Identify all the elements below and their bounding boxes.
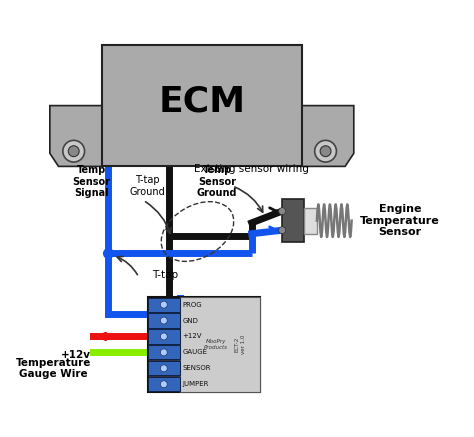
Text: Temp
Sensor
Ground: Temp Sensor Ground bbox=[197, 165, 237, 198]
Bar bbox=[147, 297, 260, 392]
Circle shape bbox=[63, 140, 84, 162]
Circle shape bbox=[160, 365, 167, 372]
Text: GAUGE: GAUGE bbox=[182, 350, 207, 355]
Text: Existing sensor wiring: Existing sensor wiring bbox=[194, 163, 309, 173]
Circle shape bbox=[315, 140, 337, 162]
Bar bbox=[147, 329, 180, 343]
Circle shape bbox=[320, 146, 331, 156]
Bar bbox=[147, 345, 180, 360]
Circle shape bbox=[279, 227, 286, 234]
Bar bbox=[147, 313, 180, 328]
Polygon shape bbox=[50, 106, 102, 166]
Circle shape bbox=[160, 381, 167, 388]
Bar bbox=[304, 208, 317, 234]
Text: +12V: +12V bbox=[182, 333, 202, 340]
Circle shape bbox=[160, 317, 167, 324]
Text: GND: GND bbox=[182, 318, 198, 323]
Bar bbox=[282, 199, 304, 243]
Circle shape bbox=[160, 333, 167, 340]
Circle shape bbox=[68, 146, 79, 156]
Polygon shape bbox=[301, 106, 354, 166]
Text: Temp
Sensor
Signal: Temp Sensor Signal bbox=[72, 165, 110, 198]
Text: T-tap
Ground: T-tap Ground bbox=[130, 175, 165, 197]
Text: Engine
Temperature
Sensor: Engine Temperature Sensor bbox=[360, 204, 440, 237]
Bar bbox=[147, 377, 180, 391]
Text: JUMPER: JUMPER bbox=[182, 381, 209, 387]
Text: Temperature
Gauge Wire: Temperature Gauge Wire bbox=[16, 357, 91, 379]
Bar bbox=[147, 361, 180, 375]
Circle shape bbox=[279, 208, 286, 215]
Text: T-tap: T-tap bbox=[152, 270, 178, 280]
Text: PROG: PROG bbox=[182, 302, 202, 308]
Text: ECM: ECM bbox=[158, 84, 246, 118]
Bar bbox=[180, 297, 260, 392]
Text: +12v: +12v bbox=[61, 350, 91, 360]
Text: SENSOR: SENSOR bbox=[182, 365, 211, 371]
Circle shape bbox=[160, 301, 167, 308]
Circle shape bbox=[160, 349, 167, 356]
Text: ECT-2
ver 1.0: ECT-2 ver 1.0 bbox=[235, 335, 246, 354]
Text: MooPry
Products: MooPry Products bbox=[204, 339, 228, 350]
Bar bbox=[102, 45, 301, 166]
Bar bbox=[147, 298, 180, 312]
